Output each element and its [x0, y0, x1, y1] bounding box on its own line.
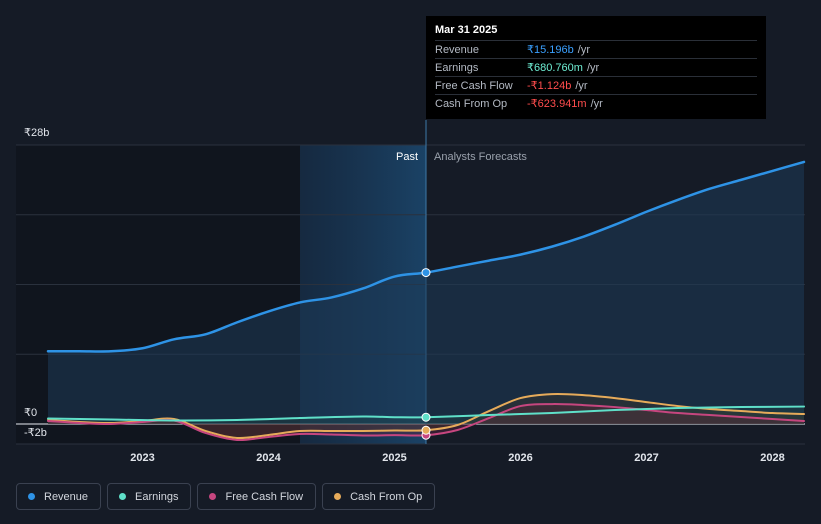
cfo-marker — [421, 425, 431, 435]
legend-item-free-cash-flow[interactable]: Free Cash Flow — [197, 483, 317, 510]
legend-label: Cash From Op — [350, 490, 423, 503]
tooltip-label: Earnings — [435, 61, 479, 74]
tooltip-row-earnings: Earnings ₹680.760m /yr — [435, 58, 757, 76]
legend-item-earnings[interactable]: Earnings — [107, 483, 192, 510]
revenue-marker — [421, 268, 431, 278]
tooltip-label: Cash From Op — [435, 97, 508, 110]
cfo-area — [48, 393, 804, 439]
chart-series — [46, 160, 806, 442]
tooltip-unit: /yr — [590, 97, 603, 110]
x-tick-label: 2027 — [634, 452, 658, 464]
revenue-area — [48, 161, 804, 425]
tooltip-unit: /yr — [577, 43, 590, 56]
tooltip-value: -₹623.941m — [527, 98, 587, 110]
legend-label: Free Cash Flow — [225, 490, 304, 503]
y-tick-label: ₹0 — [24, 407, 37, 419]
legend-label: Revenue — [44, 490, 89, 503]
legend-item-cash-from-op[interactable]: Cash From Op — [322, 483, 436, 510]
tooltip-unit: /yr — [575, 79, 588, 92]
tooltip-unit: /yr — [586, 61, 600, 74]
legend-label: Earnings — [135, 490, 179, 503]
x-tick-label: 2026 — [508, 452, 532, 464]
legend-item-revenue[interactable]: Revenue — [16, 483, 102, 510]
x-tick-label: 2024 — [256, 452, 281, 464]
tooltip-date: Mar 31 2025 — [435, 24, 498, 36]
tooltip-row-revenue: Revenue ₹15.196b /yr — [435, 40, 757, 58]
legend-dot-icon — [119, 493, 127, 500]
earnings-marker — [421, 412, 431, 422]
chart-markers — [421, 268, 431, 440]
tooltip-row-free-cash-flow: Free Cash Flow -₹1.124b /yr — [435, 76, 757, 94]
tooltip-label: Free Cash Flow — [435, 79, 513, 92]
chart-labels: ₹28b ₹0 -₹2b 2023 2024 2025 2026 2027 2028 Past An… — [24, 127, 785, 464]
legend-dot-icon — [28, 493, 35, 500]
legend: Revenue Earnings Free Cash Flow Cash Fro… — [16, 483, 436, 510]
tooltip-label: Revenue — [435, 43, 480, 56]
fcf-area — [48, 404, 804, 441]
earnings-line — [47, 405, 805, 422]
forecast-label: Analysts Forecasts — [434, 151, 527, 163]
y-tick-label: ₹28b — [24, 127, 49, 139]
x-tick-label: 2023 — [130, 452, 154, 464]
y-tick-label: -₹2b — [24, 427, 47, 439]
tooltip-value: ₹15.196b — [527, 44, 574, 56]
tooltip-row-cash-from-op: Cash From Op -₹623.941m /yr — [435, 94, 757, 112]
x-tick-label: 2028 — [760, 452, 784, 464]
x-tick-label: 2025 — [382, 452, 406, 464]
past-label: Past — [396, 151, 418, 163]
tooltip-value: ₹680.760m — [527, 62, 583, 74]
legend-dot-icon — [334, 493, 342, 500]
tooltip: Mar 31 2025 Revenue ₹15.196b /yr Earning… — [426, 16, 766, 119]
tooltip-value: -₹1.124b — [527, 80, 572, 92]
legend-dot-icon — [209, 493, 217, 500]
